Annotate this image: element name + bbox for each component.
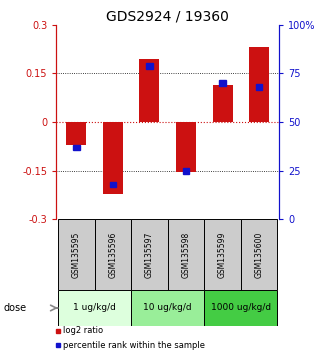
Bar bbox=[66, 122, 86, 145]
Bar bbox=[58, 219, 95, 290]
Text: percentile rank within the sample: percentile rank within the sample bbox=[63, 341, 205, 350]
Bar bbox=[204, 290, 277, 326]
Bar bbox=[168, 219, 204, 290]
Bar bbox=[146, 63, 153, 69]
Bar bbox=[58, 290, 131, 326]
Text: GSM135597: GSM135597 bbox=[145, 232, 154, 278]
Text: 1000 ug/kg/d: 1000 ug/kg/d bbox=[211, 303, 271, 313]
Text: 1 ug/kg/d: 1 ug/kg/d bbox=[73, 303, 116, 313]
Bar bbox=[176, 122, 196, 172]
Bar bbox=[109, 182, 116, 187]
Bar bbox=[73, 144, 80, 150]
Bar bbox=[241, 219, 277, 290]
Bar bbox=[131, 290, 204, 326]
Bar bbox=[183, 168, 189, 174]
Bar bbox=[204, 219, 241, 290]
Text: GSM135599: GSM135599 bbox=[218, 232, 227, 278]
Bar bbox=[213, 85, 233, 122]
Text: GSM135596: GSM135596 bbox=[108, 232, 117, 278]
Bar bbox=[256, 84, 263, 90]
Bar bbox=[95, 219, 131, 290]
Text: GSM135598: GSM135598 bbox=[181, 232, 190, 278]
Bar bbox=[139, 59, 160, 122]
Bar bbox=[249, 47, 269, 122]
Text: GSM135595: GSM135595 bbox=[72, 232, 81, 278]
Text: 10 ug/kg/d: 10 ug/kg/d bbox=[143, 303, 192, 313]
Title: GDS2924 / 19360: GDS2924 / 19360 bbox=[106, 10, 229, 24]
Text: dose: dose bbox=[3, 303, 26, 313]
Text: log2 ratio: log2 ratio bbox=[63, 326, 103, 336]
Text: GSM135600: GSM135600 bbox=[255, 232, 264, 278]
Bar bbox=[219, 80, 226, 86]
Bar bbox=[103, 122, 123, 194]
Bar bbox=[131, 219, 168, 290]
